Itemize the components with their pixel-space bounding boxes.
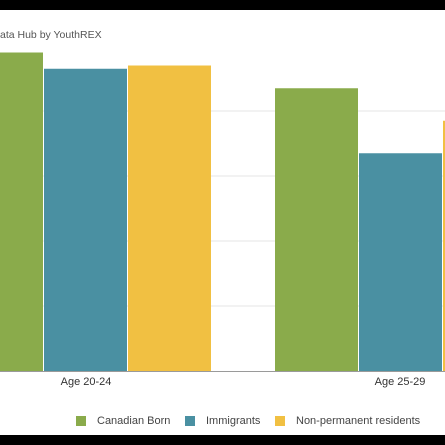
bar-canadian-born-age-25-29[interactable] bbox=[275, 88, 358, 371]
chart-legend: Canadian Born Immigrants Non-permanent r… bbox=[0, 413, 445, 429]
bar-immigrants-age-20-24[interactable] bbox=[44, 68, 127, 371]
source-caption: ata Hub by YouthREX bbox=[0, 29, 102, 41]
x-tick-label: Age 20-24 bbox=[61, 376, 112, 388]
legend-item-non-permanent-residents[interactable]: Non-permanent residents bbox=[275, 413, 420, 429]
x-tick-label: Age 25-29 bbox=[375, 376, 426, 388]
legend-swatch-non-permanent-residents bbox=[275, 416, 285, 426]
bar-non-permanent-residents-age-25-29[interactable] bbox=[443, 120, 445, 371]
bar-immigrants-age-25-29[interactable] bbox=[359, 153, 442, 371]
legend-label-non-permanent-residents: Non-permanent residents bbox=[296, 415, 421, 427]
bar-canadian-born-age-20-24[interactable] bbox=[0, 52, 43, 372]
legend-label-canadian-born: Canadian Born bbox=[97, 415, 171, 427]
legend-swatch-canadian-born bbox=[76, 416, 86, 426]
legend-item-immigrants[interactable]: Immigrants bbox=[185, 413, 260, 429]
legend-item-canadian-born[interactable]: Canadian Born bbox=[76, 413, 170, 429]
legend-label-immigrants: Immigrants bbox=[206, 415, 261, 427]
legend-swatch-immigrants bbox=[185, 416, 195, 426]
bar-non-permanent-residents-age-20-24[interactable] bbox=[128, 65, 211, 372]
bar-chart: Age 20-24 Age 25-29 bbox=[0, 52, 445, 388]
